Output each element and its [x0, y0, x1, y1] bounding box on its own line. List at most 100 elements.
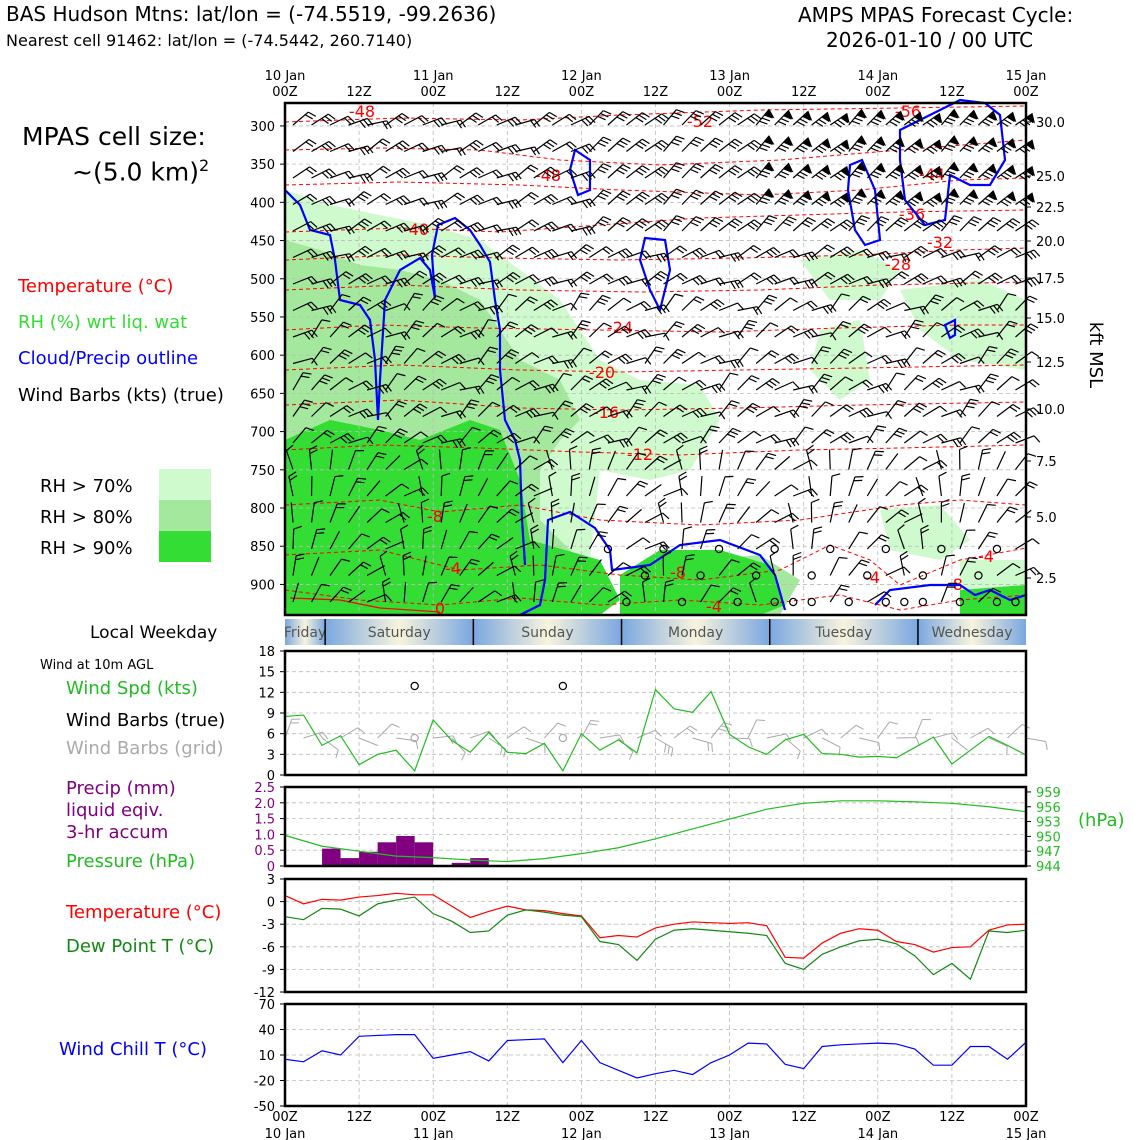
- wind-barb: [663, 188, 685, 205]
- barb-staff: [588, 559, 602, 576]
- wind-barb: [533, 383, 559, 394]
- barb-staff: [514, 191, 532, 205]
- wind-barb: [626, 537, 651, 550]
- barb-staff: [403, 224, 424, 232]
- wind-barb: [996, 111, 1017, 127]
- barb-flag: [854, 475, 864, 478]
- barb-staff: [885, 481, 901, 497]
- barb-staff: [329, 377, 347, 391]
- weekday-band: [769, 619, 918, 645]
- wind-barb: [755, 108, 775, 126]
- wind-barb: [570, 375, 594, 391]
- panel-tick-label: 9: [267, 707, 275, 722]
- barb-flag: [309, 445, 318, 451]
- wind-barb: [678, 471, 688, 497]
- barb-flag: [362, 382, 370, 389]
- wind-barb: [385, 140, 410, 153]
- barb-staff: [292, 301, 312, 312]
- barb-flag: [337, 503, 346, 505]
- wind-barb: [680, 502, 683, 523]
- barb-staff: [403, 487, 423, 497]
- barb-staff: [422, 295, 437, 311]
- barb-staff: [737, 347, 751, 364]
- barb-flag: [620, 592, 629, 599]
- barb-staff: [866, 591, 885, 603]
- barb-flag: [984, 144, 993, 150]
- wind-barb: [292, 525, 302, 550]
- wind10m-barb: [711, 679, 735, 694]
- barb-flag: [568, 113, 577, 121]
- barb-staff: [657, 503, 665, 523]
- pressure-tick-label: 350: [250, 158, 275, 173]
- barb-flag: [603, 587, 612, 592]
- barb-flag: [433, 298, 442, 303]
- barb-flag: [973, 302, 981, 309]
- barb-flag: [733, 331, 741, 340]
- barb-staff: [385, 140, 403, 153]
- barb-flag: [734, 218, 743, 224]
- barb-flag: [419, 253, 425, 262]
- barb-flag: [589, 226, 596, 234]
- height-tick-label: 25.0: [1036, 170, 1065, 185]
- barb-staff: [922, 459, 941, 471]
- barb-flag: [770, 322, 779, 327]
- wind-barb: [400, 524, 409, 550]
- barb-flag: [851, 200, 861, 205]
- barb-staff: [366, 247, 386, 259]
- barb-pennant: [1026, 139, 1035, 151]
- barb-flag: [854, 117, 863, 122]
- barb-flag: [530, 120, 537, 128]
- wind-barb: [422, 406, 448, 418]
- wind-barb: [718, 330, 744, 340]
- barb-flag: [913, 223, 922, 229]
- wind-barb: [866, 136, 887, 152]
- wind-barb: [459, 558, 480, 576]
- barb-flag: [363, 561, 372, 567]
- temperature-label: -28: [885, 255, 911, 274]
- wind-barb: [385, 222, 411, 233]
- wind-barb: [1015, 379, 1040, 391]
- wind-barb: [626, 138, 650, 152]
- barb-flag: [345, 226, 351, 235]
- barb-flag: [959, 445, 968, 451]
- barb-flag: [768, 215, 778, 220]
- wind-barb: [533, 139, 558, 152]
- barb-staff: [607, 381, 627, 391]
- barb-flag: [695, 189, 704, 195]
- barb-staff: [959, 426, 973, 444]
- barb-staff: [767, 677, 785, 686]
- barb-flag: [846, 404, 854, 410]
- barb-flag: [1003, 145, 1012, 151]
- barb-staff: [366, 120, 387, 126]
- wind-barb: [551, 400, 574, 417]
- barb-staff: [644, 332, 665, 338]
- wind-barb: [774, 136, 794, 152]
- barb-flag: [918, 497, 926, 504]
- barb-staff: [755, 274, 775, 285]
- barb-flag: [944, 173, 953, 178]
- barb-flag: [456, 411, 463, 419]
- barb-flag: [1009, 220, 1018, 227]
- bottom-date-label: 15 Jan: [1006, 1127, 1047, 1140]
- barb-flag: [307, 331, 315, 339]
- wind-barb: [366, 138, 391, 152]
- barb-staff: [581, 686, 584, 706]
- barb-flag: [560, 433, 569, 439]
- barb-pennant: [968, 136, 979, 147]
- barb-staff: [792, 459, 812, 471]
- barb-flag: [834, 201, 842, 208]
- barb-flag: [473, 169, 481, 176]
- barb-flag: [821, 116, 830, 122]
- bottom-hour-label: 12Z: [791, 1110, 817, 1125]
- barb-staff: [570, 347, 585, 364]
- barb-pennant: [933, 112, 943, 124]
- barb-staff: [311, 374, 326, 391]
- barb-staff: [829, 348, 845, 364]
- barb-flag: [761, 117, 771, 122]
- barb-staff: [533, 166, 551, 179]
- barb-pennant: [783, 162, 794, 173]
- barb-flag: [402, 167, 411, 175]
- barb-flag: [697, 323, 706, 330]
- barb-flag: [435, 274, 444, 281]
- barb-staff: [311, 223, 331, 232]
